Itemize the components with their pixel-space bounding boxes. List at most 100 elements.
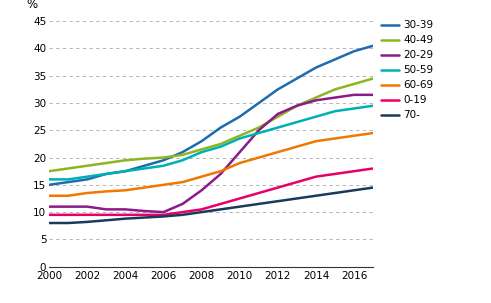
0-19: [256, 191, 262, 195]
0-19: [332, 172, 338, 176]
50-59: [199, 150, 205, 154]
Text: %: %: [27, 0, 37, 12]
0-19: [46, 213, 52, 217]
60-69: [141, 186, 147, 189]
Line: 70-: 70-: [49, 188, 373, 223]
Legend: 30-39, 40-49, 20-29, 50-59, 60-69, 0-19, 70-: 30-39, 40-49, 20-29, 50-59, 60-69, 0-19,…: [377, 16, 438, 125]
70-: [237, 205, 243, 208]
50-59: [103, 172, 109, 176]
20-29: [313, 98, 319, 102]
50-59: [180, 158, 186, 162]
60-69: [46, 194, 52, 198]
60-69: [370, 131, 376, 135]
0-19: [161, 213, 166, 217]
30-39: [199, 139, 205, 143]
50-59: [122, 169, 128, 173]
60-69: [218, 169, 223, 173]
50-59: [46, 178, 52, 181]
40-49: [46, 169, 52, 173]
60-69: [103, 190, 109, 193]
20-29: [199, 188, 205, 192]
70-: [161, 215, 166, 218]
Line: 40-49: 40-49: [49, 78, 373, 171]
20-29: [84, 205, 90, 208]
20-29: [161, 210, 166, 214]
70-: [256, 202, 262, 206]
30-39: [275, 88, 281, 91]
Line: 30-39: 30-39: [49, 46, 373, 185]
50-59: [218, 145, 223, 148]
40-49: [103, 161, 109, 165]
70-: [103, 218, 109, 222]
40-49: [218, 142, 223, 146]
0-19: [180, 210, 186, 214]
40-49: [275, 115, 281, 118]
40-49: [65, 167, 71, 170]
0-19: [218, 202, 223, 206]
50-59: [84, 175, 90, 178]
Line: 0-19: 0-19: [49, 168, 373, 215]
20-29: [141, 209, 147, 213]
0-19: [294, 180, 300, 184]
20-29: [180, 202, 186, 206]
30-39: [122, 169, 128, 173]
30-39: [141, 164, 147, 168]
20-29: [218, 172, 223, 176]
70-: [180, 213, 186, 217]
0-19: [141, 213, 147, 217]
50-59: [141, 167, 147, 170]
50-59: [256, 131, 262, 135]
60-69: [199, 175, 205, 178]
30-39: [84, 178, 90, 181]
70-: [46, 221, 52, 225]
20-29: [370, 93, 376, 97]
60-69: [256, 156, 262, 159]
20-29: [103, 208, 109, 211]
60-69: [332, 137, 338, 140]
60-69: [275, 150, 281, 154]
40-49: [199, 148, 205, 151]
40-49: [351, 82, 357, 86]
0-19: [370, 167, 376, 170]
60-69: [351, 134, 357, 138]
70-: [313, 194, 319, 198]
0-19: [313, 175, 319, 178]
30-39: [237, 115, 243, 118]
20-29: [122, 208, 128, 211]
40-49: [256, 126, 262, 129]
30-39: [218, 126, 223, 129]
0-19: [84, 213, 90, 217]
70-: [199, 210, 205, 214]
0-19: [122, 213, 128, 217]
40-49: [313, 96, 319, 99]
30-39: [103, 172, 109, 176]
70-: [218, 208, 223, 211]
70-: [294, 197, 300, 200]
50-59: [332, 109, 338, 113]
Line: 20-29: 20-29: [49, 95, 373, 212]
20-29: [332, 96, 338, 99]
Line: 60-69: 60-69: [49, 133, 373, 196]
50-59: [237, 137, 243, 140]
60-69: [313, 139, 319, 143]
20-29: [46, 205, 52, 208]
70-: [275, 199, 281, 203]
50-59: [370, 104, 376, 108]
0-19: [237, 197, 243, 200]
40-49: [180, 153, 186, 157]
0-19: [65, 213, 71, 217]
40-49: [370, 77, 376, 80]
50-59: [161, 164, 166, 168]
0-19: [275, 186, 281, 189]
40-49: [84, 164, 90, 168]
30-39: [256, 101, 262, 105]
0-19: [199, 208, 205, 211]
30-39: [294, 77, 300, 80]
70-: [141, 216, 147, 219]
60-69: [84, 191, 90, 195]
20-29: [256, 128, 262, 132]
30-39: [180, 150, 186, 154]
Line: 50-59: 50-59: [49, 106, 373, 179]
30-39: [370, 44, 376, 48]
40-49: [122, 158, 128, 162]
